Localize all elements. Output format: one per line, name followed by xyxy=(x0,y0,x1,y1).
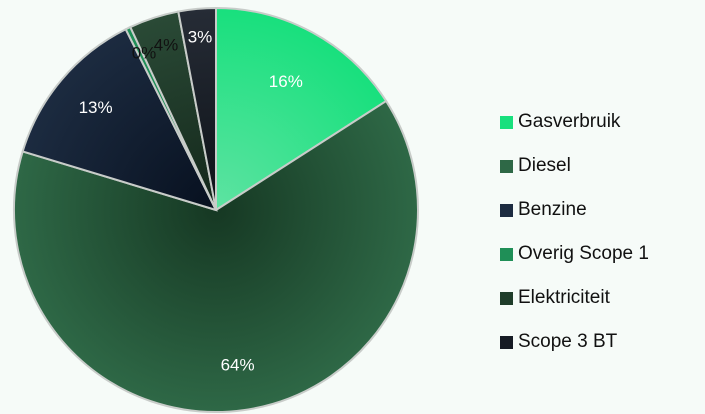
legend: Gasverbruik Diesel Benzine Overig Scope … xyxy=(500,100,649,364)
slice-label-elektriciteit: 4% xyxy=(154,35,179,54)
slice-label-gasverbruik: 16% xyxy=(269,72,303,91)
slice-label-benzine: 13% xyxy=(79,98,113,117)
legend-item-elektriciteit: Elektriciteit xyxy=(500,276,649,320)
slice-label-overig-scope-1: 0% xyxy=(132,43,157,62)
pie-svg: 16% 64% 13% 0%4% 3% xyxy=(13,6,419,413)
legend-item-diesel: Diesel xyxy=(500,144,649,188)
legend-item-overig-scope-1: Overig Scope 1 xyxy=(500,232,649,276)
pie-slice-benzine xyxy=(21,27,218,212)
legend-swatch xyxy=(500,203,513,217)
legend-label: Scope 3 BT xyxy=(518,331,618,352)
legend-item-scope-3-bt: Scope 3 BT xyxy=(500,320,649,364)
legend-label: Gasverbruik xyxy=(518,111,621,132)
legend-label: Diesel xyxy=(518,155,571,176)
legend-swatch xyxy=(500,247,513,261)
legend-swatch xyxy=(500,115,513,129)
legend-swatch xyxy=(500,335,513,349)
legend-item-gasverbruik: Gasverbruik xyxy=(500,100,649,144)
pie-slice-scope-3-bt xyxy=(177,6,217,211)
slices-group xyxy=(13,6,419,413)
labels-group: 16% 64% 13% 0%4% 3% xyxy=(79,27,303,374)
slice-label-scope-3-bt: 3% xyxy=(188,27,213,46)
legend-item-benzine: Benzine xyxy=(500,188,649,232)
pie-slice-gasverbruik xyxy=(215,6,388,212)
legend-swatch xyxy=(500,291,513,305)
slice-label-diesel: 64% xyxy=(221,356,255,375)
legend-label: Benzine xyxy=(518,199,587,220)
pie-slice-diesel xyxy=(13,99,419,413)
legend-label: Elektriciteit xyxy=(518,287,610,308)
legend-label: Overig Scope 1 xyxy=(518,243,649,264)
legend-swatch xyxy=(500,159,513,173)
